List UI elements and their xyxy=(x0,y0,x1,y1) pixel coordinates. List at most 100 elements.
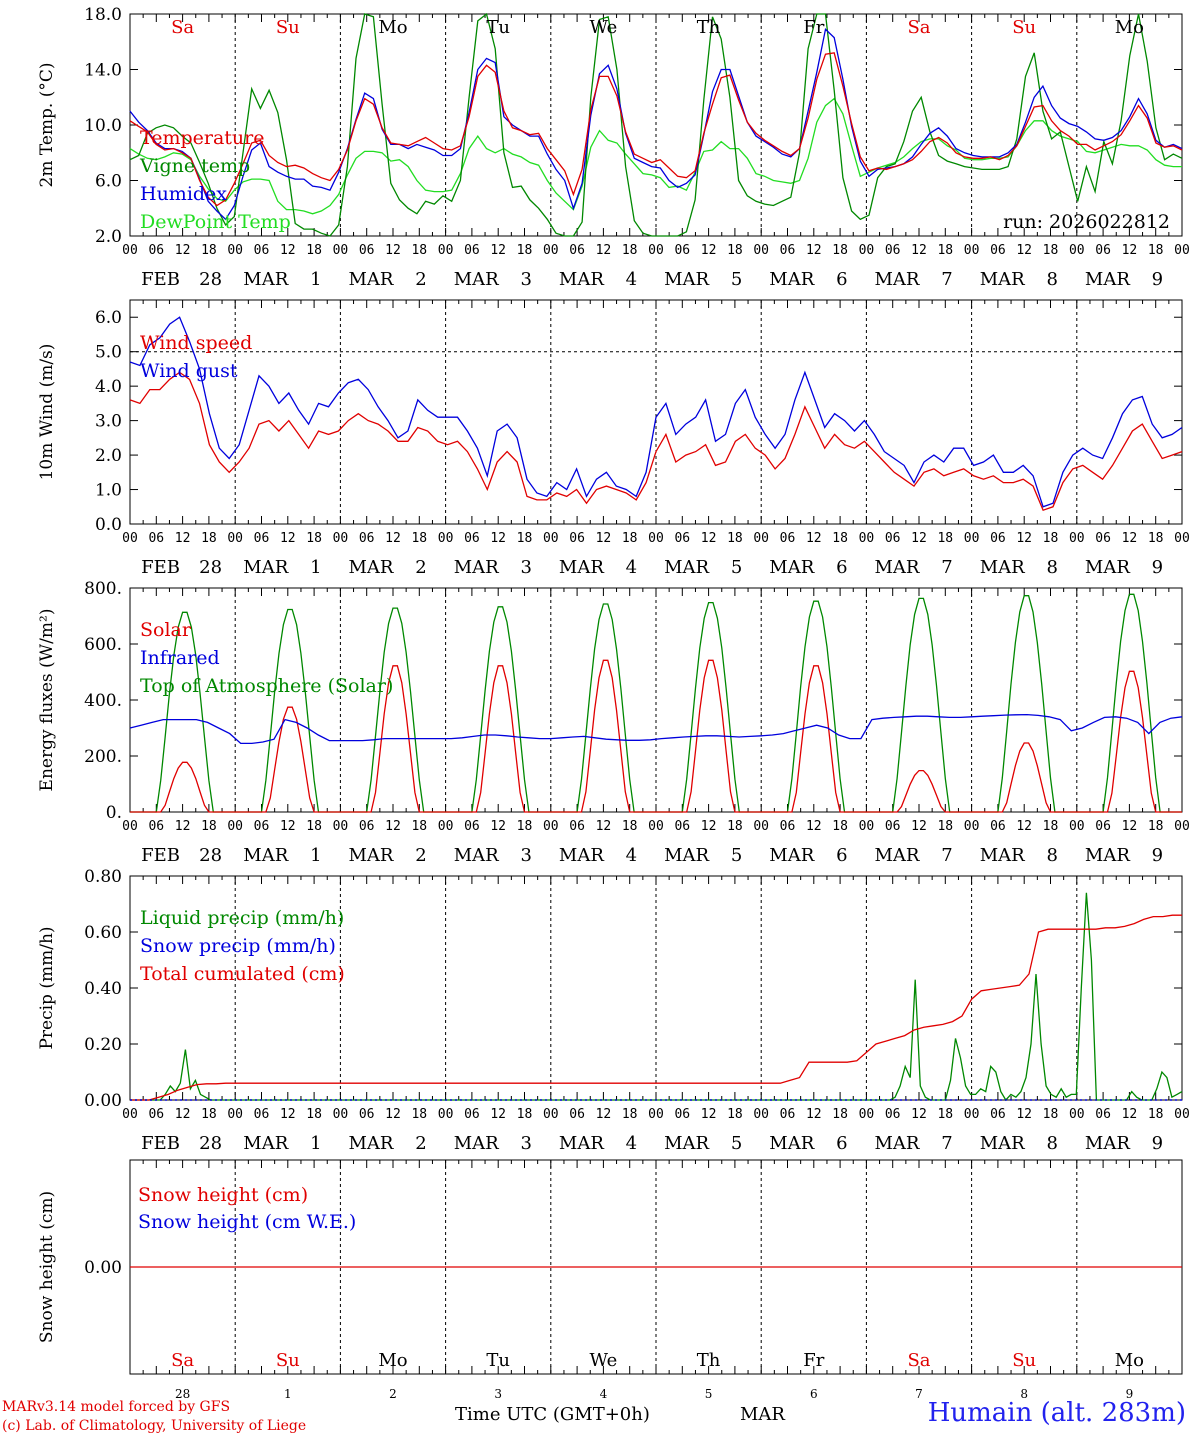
date-month-label: MAR xyxy=(243,557,288,578)
hour-tick-label: 12 xyxy=(806,531,822,546)
hour-tick-label: 18 xyxy=(622,243,638,258)
hour-tick-label: 00 xyxy=(122,531,138,546)
hour-tick-label: 06 xyxy=(359,531,375,546)
hour-tick-label: 06 xyxy=(148,1107,164,1122)
hour-tick-label: 12 xyxy=(280,1107,296,1122)
hour-tick-label: 06 xyxy=(885,819,901,834)
weekday-label: Fr xyxy=(803,17,824,38)
y-axis-label: Energy fluxes (W/m²) xyxy=(37,609,57,792)
hour-tick-label: 12 xyxy=(1016,243,1032,258)
weekday-label: Sa xyxy=(171,1350,194,1371)
date-month-label: MAR xyxy=(875,1133,920,1154)
date-month-label: MAR xyxy=(769,845,814,866)
hour-tick-label: 00 xyxy=(1174,243,1190,258)
date-day-label: 4 xyxy=(626,557,637,578)
date-month-label: MAR xyxy=(980,269,1025,290)
y-tick-label: 18.0 xyxy=(84,5,122,25)
plot-frame xyxy=(129,587,1183,813)
hour-tick-label: 06 xyxy=(569,243,585,258)
hour-tick-label: 12 xyxy=(806,1107,822,1122)
hour-tick-label: 06 xyxy=(569,819,585,834)
hour-tick-label: 06 xyxy=(674,1107,690,1122)
date-day-label: 5 xyxy=(731,269,742,290)
date-day-label: 6 xyxy=(836,1133,847,1154)
hour-tick-label: 06 xyxy=(885,243,901,258)
hour-tick-label: 00 xyxy=(438,243,454,258)
hour-tick-label: 12 xyxy=(175,1107,191,1122)
hour-tick-label: 06 xyxy=(1095,243,1111,258)
hour-tick-label: 18 xyxy=(306,531,322,546)
legend-entry: DewPoint Temp xyxy=(140,211,291,233)
hour-tick-label: 00 xyxy=(964,1107,980,1122)
hour-tick-label: 06 xyxy=(254,819,270,834)
hour-tick-label: 12 xyxy=(1016,819,1032,834)
date-month-label: MAR xyxy=(875,269,920,290)
hour-tick-label: 18 xyxy=(517,531,533,546)
date-month-label: MAR xyxy=(1085,845,1130,866)
hour-tick-label: 06 xyxy=(148,243,164,258)
day-number-label: 8 xyxy=(1020,1387,1028,1401)
hour-tick-label: 12 xyxy=(385,819,401,834)
date-month-label: MAR xyxy=(1085,269,1130,290)
hour-tick-label: 18 xyxy=(832,243,848,258)
date-day-label: 6 xyxy=(836,845,847,866)
hour-tick-label: 12 xyxy=(806,243,822,258)
y-tick-label: 6.0 xyxy=(95,308,122,328)
weekday-label: Mo xyxy=(378,1350,407,1371)
station-name: Humain (alt. 283m) xyxy=(927,1398,1186,1428)
date-day-label: 7 xyxy=(941,269,952,290)
date-month-label: MAR xyxy=(454,269,499,290)
series-line-temperature xyxy=(129,52,1183,207)
y-axis-label: 10m Wind (m/s) xyxy=(37,344,57,481)
y-axis-label: Snow height (cm) xyxy=(37,1191,57,1343)
date-day-label: 2 xyxy=(415,269,426,290)
date-day-label: 5 xyxy=(731,1133,742,1154)
series-line-wind-speed xyxy=(129,371,1183,512)
hour-tick-label: 00 xyxy=(227,531,243,546)
date-month-label: MAR xyxy=(243,845,288,866)
y-tick-label: 4.0 xyxy=(95,377,122,397)
hour-tick-label: 12 xyxy=(1122,819,1138,834)
date-month-label: MAR xyxy=(875,557,920,578)
series-line-infrared xyxy=(129,713,1183,745)
hour-tick-label: 18 xyxy=(937,243,953,258)
y-tick-label: 5.0 xyxy=(95,343,122,363)
date-month-label: MAR xyxy=(769,557,814,578)
date-month-label: MAR xyxy=(559,845,604,866)
hour-tick-label: 18 xyxy=(832,819,848,834)
series-line-total-cumulated xyxy=(130,914,1182,1101)
hour-tick-label: 00 xyxy=(227,819,243,834)
hour-tick-label: 00 xyxy=(964,243,980,258)
date-day-label: 5 xyxy=(731,845,742,866)
y-tick-label: 6.0 xyxy=(95,172,122,192)
date-month-label: MAR xyxy=(1085,557,1130,578)
hour-tick-label: 00 xyxy=(227,1107,243,1122)
hour-tick-label: 18 xyxy=(517,819,533,834)
legend-entry: Top of Atmosphere (Solar) xyxy=(140,675,393,697)
y-tick-label: 0.60 xyxy=(84,923,122,943)
hour-tick-label: 06 xyxy=(885,531,901,546)
series-line-solar xyxy=(130,659,1182,813)
date-day-label: 28 xyxy=(199,845,222,866)
weekday-label: We xyxy=(590,1350,618,1371)
hour-tick-label: 06 xyxy=(780,1107,796,1122)
hour-tick-label: 18 xyxy=(201,243,217,258)
hour-tick-label: 00 xyxy=(1174,531,1190,546)
y-tick-label: 2.0 xyxy=(95,446,122,466)
legend-entry: Snow precip (mm/h) xyxy=(140,935,336,957)
date-day-label: 8 xyxy=(1046,1133,1057,1154)
date-day-label: 2 xyxy=(415,1133,426,1154)
weekday-label: We xyxy=(590,17,618,38)
legend-entry: Liquid precip (mm/h) xyxy=(140,907,344,929)
date-day-label: 9 xyxy=(1152,269,1163,290)
hour-tick-label: 00 xyxy=(753,243,769,258)
hour-tick-label: 06 xyxy=(674,819,690,834)
hour-tick-label: 18 xyxy=(1148,243,1164,258)
hour-tick-label: 18 xyxy=(306,243,322,258)
date-month-label: MAR xyxy=(349,845,394,866)
hour-tick-label: 12 xyxy=(596,1107,612,1122)
hour-tick-label: 18 xyxy=(1148,1107,1164,1122)
hour-tick-label: 00 xyxy=(543,1107,559,1122)
date-day-label: 8 xyxy=(1046,845,1057,866)
hour-tick-label: 06 xyxy=(780,243,796,258)
